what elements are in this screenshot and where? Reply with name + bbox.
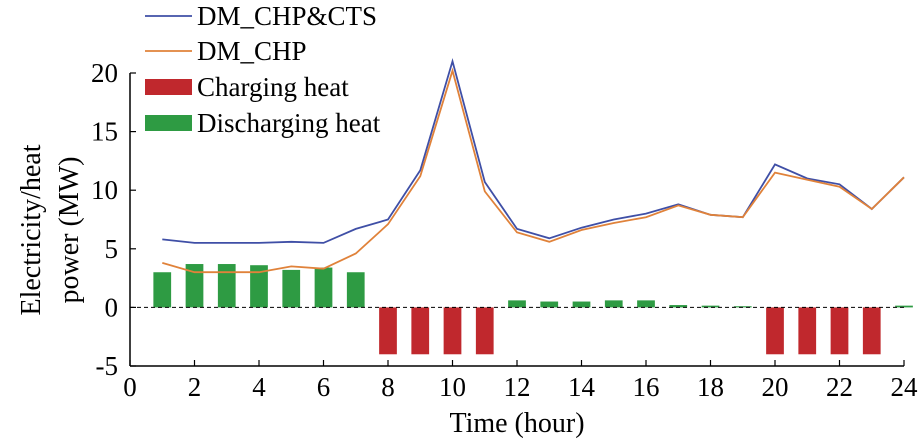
bar-discharging-heat — [250, 265, 268, 308]
bar-discharging-heat — [895, 305, 913, 308]
bar-discharging-heat — [346, 272, 365, 308]
bar-charging-heat — [862, 307, 881, 355]
y-tick-label: 10 — [91, 175, 118, 205]
bar-charging-heat — [411, 307, 430, 355]
y-tick-label: 15 — [91, 117, 118, 147]
line-dm-chp-cts — [162, 57, 905, 244]
x-tick-label: 20 — [762, 372, 789, 402]
bar-charging-heat — [798, 307, 817, 355]
legend-swatch-charging-heat — [145, 79, 192, 95]
bar-discharging-heat — [153, 272, 172, 308]
bar-charging-heat — [766, 307, 784, 355]
bar-charging-heat — [443, 307, 462, 355]
bar-discharging-heat — [733, 306, 752, 308]
x-tick-label: 12 — [504, 372, 531, 402]
legend-label-charging-heat: Charging heat — [197, 72, 349, 102]
x-tick-label: 16 — [633, 372, 660, 402]
y-tick-label: -5 — [96, 351, 119, 381]
y-tick-label: 5 — [105, 234, 119, 264]
y-axis-label-line2: power (MW) — [54, 157, 85, 304]
bar-charging-heat — [475, 307, 494, 355]
bar-discharging-heat — [669, 305, 688, 308]
x-tick-label: 6 — [317, 372, 331, 402]
line-dm-chp — [162, 67, 905, 274]
x-tick-label: 10 — [439, 372, 466, 402]
x-tick-label: 22 — [826, 372, 853, 402]
bar-discharging-heat — [604, 300, 623, 308]
bar-discharging-heat — [508, 300, 526, 308]
x-axis-label: Time (hour) — [449, 408, 584, 439]
bar-discharging-heat — [572, 301, 591, 308]
legend-swatch-discharging-heat — [145, 115, 192, 131]
x-tick-label: 24 — [891, 372, 919, 402]
x-tick-label: 14 — [568, 372, 596, 402]
legend-label-dm-chp-cts: DM_CHP&CTS — [197, 1, 377, 31]
legend-label-discharging-heat: Discharging heat — [197, 108, 381, 138]
bar-discharging-heat — [185, 264, 204, 308]
y-tick-label: 0 — [105, 292, 119, 322]
bar-charging-heat — [830, 307, 849, 355]
x-tick-label: 8 — [381, 372, 395, 402]
y-axis-label: Electricity/heat power (MW) — [16, 144, 85, 315]
x-tick-label: 0 — [123, 372, 137, 402]
y-axis-label-line1: Electricity/heat — [16, 144, 47, 315]
bar-discharging-heat — [282, 269, 301, 308]
lines-layer — [162, 57, 905, 274]
bar-charging-heat — [379, 307, 397, 355]
x-tick-label: 18 — [697, 372, 724, 402]
x-tick-label: 2 — [188, 372, 202, 402]
bar-discharging-heat — [701, 305, 720, 308]
x-tick-label: 4 — [252, 372, 266, 402]
bar-discharging-heat — [217, 264, 236, 308]
bars-layer — [153, 264, 913, 355]
bar-discharging-heat — [314, 267, 333, 308]
bar-discharging-heat — [637, 300, 655, 308]
y-tick-label: 20 — [91, 58, 118, 88]
legend: DM_CHP&CTS DM_CHP Charging heat Discharging… — [145, 1, 381, 138]
bar-discharging-heat — [540, 301, 559, 308]
legend-label-dm-chp: DM_CHP — [197, 36, 307, 66]
